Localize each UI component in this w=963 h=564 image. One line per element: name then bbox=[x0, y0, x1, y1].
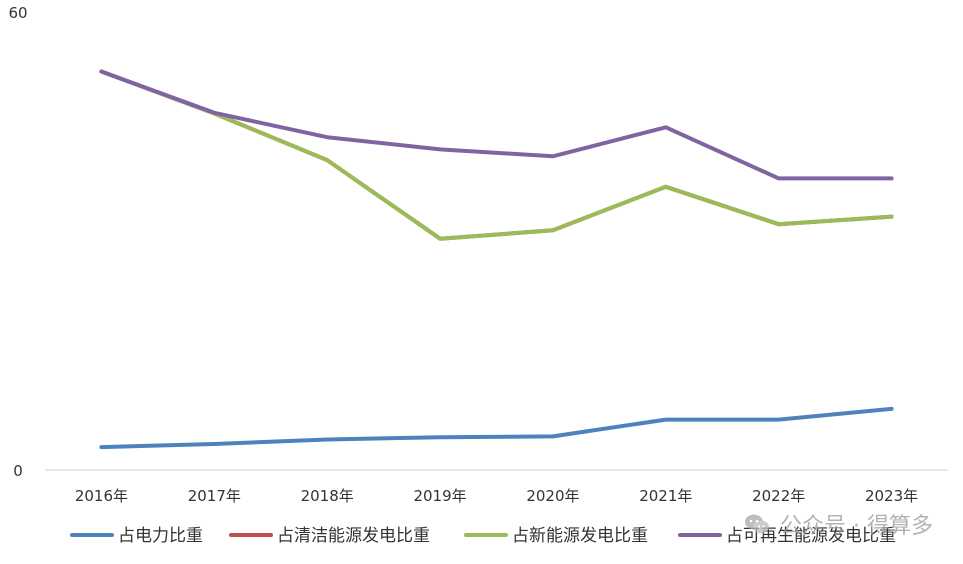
x-tick-label: 2020年 bbox=[526, 487, 579, 505]
series-line-1 bbox=[99, 406, 894, 450]
legend-label: 占新能源发电比重 bbox=[512, 526, 648, 546]
x-tick-label: 2021年 bbox=[639, 487, 692, 505]
series-line-4 bbox=[99, 69, 894, 181]
series-line-2 bbox=[99, 69, 894, 241]
x-tick-label: 2016年 bbox=[75, 487, 128, 505]
x-tick-label: 2023年 bbox=[865, 487, 918, 505]
y-tick-label: 0 bbox=[13, 462, 23, 480]
y-tick-label: 60 bbox=[8, 4, 27, 22]
legend-label: 占电力比重 bbox=[118, 526, 203, 546]
watermark-text: 公众号 · 得算多 bbox=[780, 514, 933, 539]
x-tick-label: 2019年 bbox=[413, 487, 466, 505]
legend-label: 占可再生能源发电比重 bbox=[726, 526, 896, 546]
series-lines bbox=[99, 69, 894, 450]
legend-label: 占清洁能源发电比重 bbox=[277, 526, 430, 546]
x-tick-label: 2018年 bbox=[301, 487, 354, 505]
series-line-3 bbox=[99, 69, 894, 241]
x-tick-label: 2022年 bbox=[752, 487, 805, 505]
y-axis-ticks: 0 60 bbox=[8, 4, 27, 480]
x-axis-ticks: 2016年 2017年 2018年 2019年 2020年 2021年 2022年 2023年 bbox=[75, 487, 918, 505]
legend: 占电力比重 占清洁能源发电比重 占新能源发电比重 占可再生能源发电比重 bbox=[70, 526, 896, 546]
watermark: 公众号 · 得算多 bbox=[744, 508, 933, 540]
x-tick-label: 2017年 bbox=[188, 487, 241, 505]
wechat-icon bbox=[745, 514, 770, 534]
